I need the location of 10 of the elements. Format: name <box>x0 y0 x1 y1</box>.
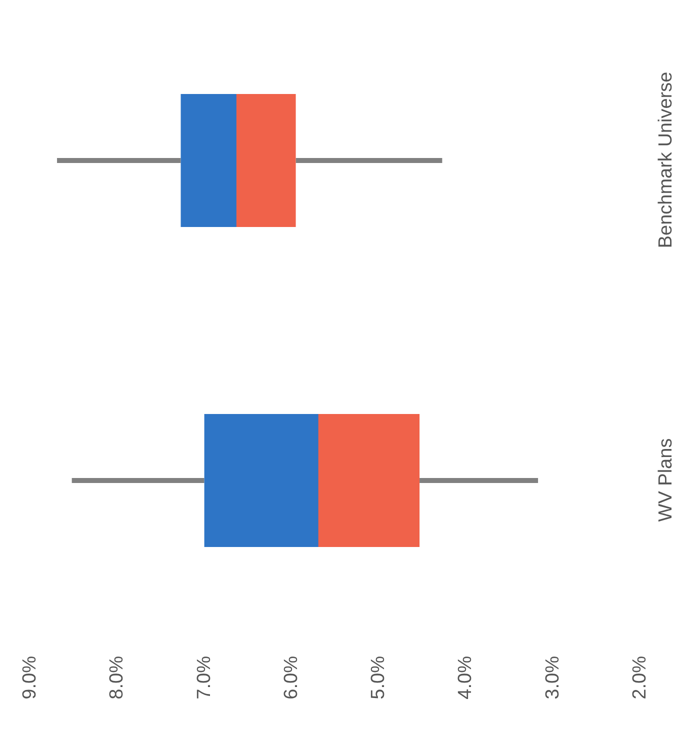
x-tick-label: 2.0% <box>630 656 650 700</box>
x-tick-label: 8.0% <box>106 656 128 700</box>
y-tick-label: Benchmark Universe <box>656 72 676 248</box>
y-tick-label: WV Plans <box>656 438 676 522</box>
x-tick-label: 9.0% <box>20 656 40 700</box>
x-tick-label: 4.0% <box>455 656 476 700</box>
x-tick-label: 7.0% <box>194 656 215 700</box>
x-tick-label: 5.0% <box>368 656 390 700</box>
x-tick-label: 6.0% <box>280 656 302 700</box>
x-tick-label: 3.0% <box>542 656 564 700</box>
